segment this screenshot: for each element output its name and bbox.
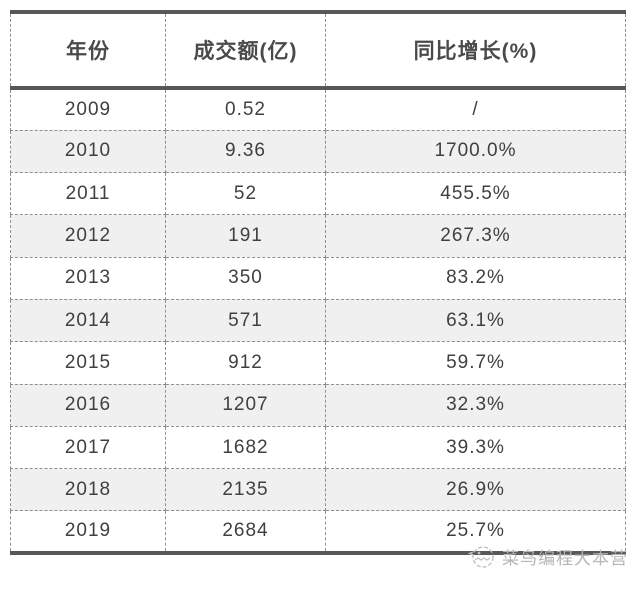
table-row: 2013 350 83.2% xyxy=(10,256,626,300)
gmv-cell: 1207 xyxy=(165,383,326,427)
table-row: 2012 191 267.3% xyxy=(10,214,626,258)
gmv-cell: 571 xyxy=(165,298,326,343)
table-row: 2018 2135 26.9% xyxy=(10,468,626,512)
table-row: 2017 1682 39.3% xyxy=(10,425,626,470)
table-row: 2016 1207 32.3% xyxy=(10,383,626,427)
gmv-cell: 2684 xyxy=(165,510,326,554)
table-row: 2014 571 63.1% xyxy=(10,298,626,343)
year-cell: 2011 xyxy=(10,172,166,216)
growth-cell: 1700.0% xyxy=(325,129,626,174)
growth-cell: / xyxy=(325,87,626,131)
col-header-gmv: 成交额(亿) xyxy=(165,10,326,90)
growth-cell: 267.3% xyxy=(325,214,626,258)
table-row: 2019 2684 25.7% xyxy=(10,510,626,554)
gmv-cell: 0.52 xyxy=(165,87,326,131)
year-cell: 2010 xyxy=(10,129,166,174)
growth-cell: 63.1% xyxy=(325,298,626,343)
growth-cell: 26.9% xyxy=(325,468,626,512)
growth-cell: 32.3% xyxy=(325,383,626,427)
growth-cell: 59.7% xyxy=(325,341,626,385)
table-row: 2011 52 455.5% xyxy=(10,172,626,216)
gmv-cell: 2135 xyxy=(165,468,326,512)
gmv-cell: 350 xyxy=(165,256,326,300)
growth-cell: 455.5% xyxy=(325,172,626,216)
year-cell: 2019 xyxy=(10,510,166,554)
header-row: 年份 成交额(亿) 同比增长(%) xyxy=(10,10,626,90)
gmv-cell: 912 xyxy=(165,341,326,385)
table-row: 2015 912 59.7% xyxy=(10,341,626,385)
growth-cell: 83.2% xyxy=(325,256,626,300)
gmv-cell: 1682 xyxy=(165,425,326,470)
col-header-growth: 同比增长(%) xyxy=(325,10,626,90)
year-cell: 2014 xyxy=(10,298,166,343)
growth-cell: 25.7% xyxy=(325,510,626,554)
table-row: 2009 0.52 / xyxy=(10,87,626,131)
year-cell: 2015 xyxy=(10,341,166,385)
year-cell: 2009 xyxy=(10,87,166,131)
year-cell: 2018 xyxy=(10,468,166,512)
year-cell: 2017 xyxy=(10,425,166,470)
data-table: 年份 成交额(亿) 同比增长(%) 2009 0.52 / 2010 9.36 … xyxy=(10,10,626,556)
year-cell: 2013 xyxy=(10,256,166,300)
growth-cell: 39.3% xyxy=(325,425,626,470)
gmv-cell: 191 xyxy=(165,214,326,258)
col-header-year: 年份 xyxy=(10,10,166,90)
table-row: 2010 9.36 1700.0% xyxy=(10,129,626,174)
gmv-cell: 9.36 xyxy=(165,129,326,174)
gmv-cell: 52 xyxy=(165,172,326,216)
year-cell: 2012 xyxy=(10,214,166,258)
year-cell: 2016 xyxy=(10,383,166,427)
